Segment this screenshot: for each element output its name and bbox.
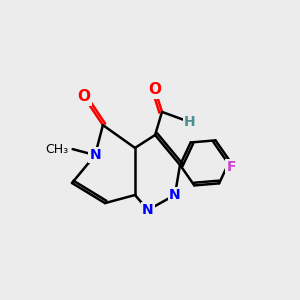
Text: N: N	[142, 203, 154, 217]
Text: O: O	[77, 89, 91, 104]
Text: F: F	[226, 160, 236, 174]
Text: N: N	[89, 148, 101, 162]
Text: N: N	[169, 188, 181, 202]
Text: H: H	[184, 115, 196, 129]
Text: O: O	[148, 82, 162, 98]
Text: CH₃: CH₃	[45, 142, 68, 156]
